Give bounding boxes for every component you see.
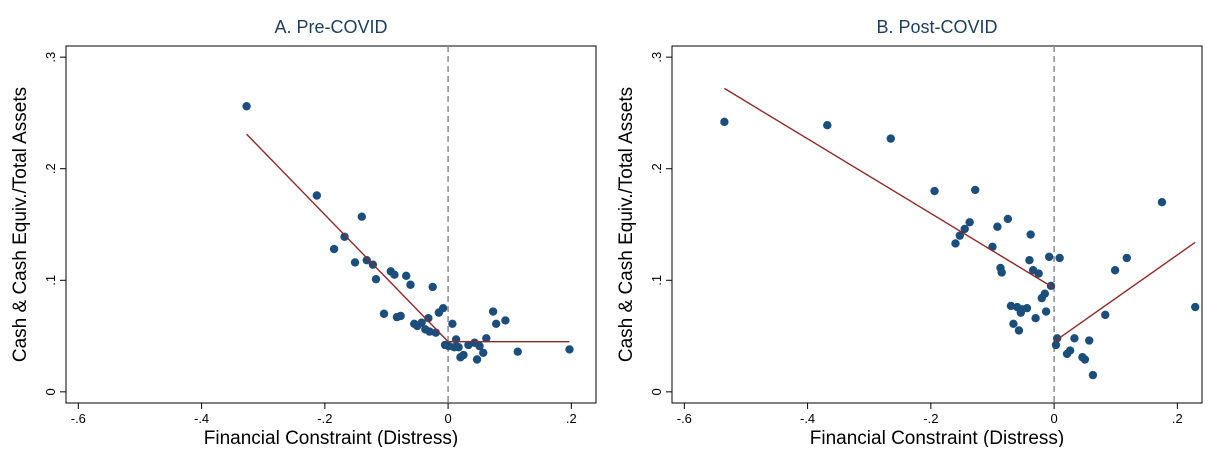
- post-covid-data-point: [1070, 334, 1079, 343]
- pre-covid-data-point: [448, 319, 457, 328]
- post-covid-x-tick-label: 0: [1050, 411, 1057, 426]
- pre-covid-data-point: [488, 307, 498, 316]
- post-covid-x-tick-label: -.2: [923, 411, 938, 426]
- pre-covid-y-tick-label: 0: [43, 388, 58, 395]
- pre-covid-data-point: [396, 311, 405, 321]
- post-covid-data-point: [1051, 340, 1061, 350]
- pre-covid-data-point: [401, 271, 411, 281]
- pre-covid-x-tick-label: -.2: [317, 411, 332, 426]
- post-covid-fit-line: [1053, 241, 1196, 343]
- post-covid-data-point: [1044, 252, 1054, 262]
- pre-covid-plot-frame: [65, 45, 597, 404]
- pre-covid-data-point: [459, 350, 468, 360]
- post-covid-plot-frame: [671, 45, 1203, 404]
- post-covid-data-point: [930, 186, 939, 196]
- post-covid-data-point: [960, 224, 969, 234]
- post-covid-y-tick-label: .3: [649, 52, 664, 63]
- pre-covid-data-point: [472, 355, 482, 364]
- post-covid-data-point: [1055, 253, 1064, 263]
- pre-covid-data-point: [451, 335, 461, 344]
- post-covid-data-point: [997, 268, 1006, 277]
- pre-covid-y-axis-label: Cash & Cash Equiv./Total Assets: [10, 87, 31, 362]
- post-covid-title: B. Post-COVID: [876, 17, 997, 37]
- post-covid-data-point: [1110, 266, 1120, 275]
- panel-pre-covid: A. Pre-COVID -.6 -.4 -.2 0 .2 0 .1 .2 .3 Financial…: [0, 0, 605, 449]
- pre-covid-data-point: [371, 274, 381, 284]
- pre-covid-data-point: [379, 309, 389, 318]
- pre-covid-data-point: [565, 345, 574, 354]
- pre-covid-data-point: [242, 102, 251, 111]
- pre-covid-data-point: [390, 270, 399, 279]
- pre-covid-x-tick-label: -.6: [71, 411, 86, 426]
- post-covid-data-point: [1157, 197, 1167, 207]
- pre-covid-data-point: [491, 319, 501, 328]
- pre-covid-data-point: [454, 343, 463, 352]
- post-covid-data-point: [1122, 253, 1132, 263]
- post-covid-y-tick-label: 0: [649, 388, 664, 395]
- pre-covid-data-point: [350, 258, 360, 267]
- post-covid-data-point: [1080, 355, 1090, 364]
- post-covid-data-point: [993, 222, 1002, 231]
- pre-covid-x-tick-label: .2: [566, 411, 577, 426]
- post-covid-data-point: [1026, 230, 1035, 239]
- pre-covid-data-point: [362, 256, 371, 265]
- post-covid-data-point: [1003, 214, 1013, 224]
- post-covid-x-tick-label: .2: [1172, 411, 1183, 426]
- post-covid-data-point: [1191, 302, 1200, 312]
- post-covid-data-point: [955, 231, 965, 240]
- post-covid-data-point: [1022, 303, 1032, 313]
- pre-covid-x-axis-label: Financial Constraint (Distress): [204, 428, 458, 447]
- post-covid-data-point: [1014, 326, 1024, 335]
- post-covid-x-axis-label: Financial Constraint (Distress): [810, 428, 1064, 447]
- post-covid-data-point: [886, 134, 895, 143]
- post-covid-data-point: [1031, 314, 1040, 323]
- pre-covid-data-point: [417, 318, 426, 327]
- pre-covid-data-point: [340, 232, 349, 241]
- post-covid-data-point: [1085, 336, 1094, 345]
- pre-covid-fit-line: [246, 133, 449, 343]
- pre-covid-data-point: [329, 244, 339, 254]
- post-covid-data-point: [1041, 307, 1051, 316]
- pre-covid-y-tick-label: .1: [43, 275, 58, 286]
- post-covid-data-point: [1025, 256, 1034, 265]
- post-covid-data-point: [1009, 319, 1018, 328]
- post-covid-fit-line: [724, 87, 1055, 289]
- post-covid-x-tick-label: -.6: [677, 411, 692, 426]
- pre-covid-data-point: [424, 314, 433, 323]
- pre-covid-data-point: [428, 282, 437, 292]
- post-covid-data-point: [1065, 346, 1075, 355]
- pre-covid-data-point: [438, 303, 448, 313]
- pre-covid-data-point: [479, 348, 488, 357]
- pre-covid-x-tick-label: 0: [444, 411, 451, 426]
- post-covid-data-point: [951, 239, 960, 248]
- post-covid-data-point: [971, 185, 980, 195]
- pre-covid-data-point: [357, 212, 367, 221]
- pre-covid-y-tick-label: .3: [43, 52, 58, 63]
- pre-covid-data-point: [513, 347, 522, 356]
- panel-post-covid: B. Post-COVID -.6 -.4 -.2 0 .2 0 .1 .2 .3 Financia…: [606, 0, 1211, 449]
- post-covid-data-point: [720, 117, 729, 127]
- post-covid-x-tick-label: -.4: [800, 411, 815, 426]
- pre-covid-data-point: [501, 316, 510, 325]
- post-covid-data-point: [1034, 269, 1043, 278]
- pre-covid-data-point: [475, 341, 484, 351]
- post-covid-data-point: [823, 121, 832, 130]
- post-covid-data-point: [1016, 308, 1026, 317]
- post-covid-data-point: [1088, 370, 1098, 380]
- pre-covid-y-tick-label: .2: [43, 163, 58, 174]
- pre-covid-data-point: [312, 191, 322, 200]
- pre-covid-data-point: [482, 334, 491, 343]
- chart-pre-covid: A. Pre-COVID -.6 -.4 -.2 0 .2 0 .1 .2 .3 Financial…: [10, 17, 597, 449]
- post-covid-data-point: [965, 218, 974, 227]
- pre-covid-x-tick-label: -.4: [194, 411, 209, 426]
- pre-covid-title: A. Pre-COVID: [274, 17, 387, 37]
- post-covid-y-tick-label: .1: [649, 275, 664, 286]
- post-covid-y-tick-label: .2: [649, 163, 664, 174]
- pre-covid-data-point: [406, 280, 415, 289]
- post-covid-y-axis-label: Cash & Cash Equiv./Total Assets: [616, 87, 637, 362]
- post-covid-data-point: [1101, 310, 1110, 320]
- chart-post-covid: B. Post-COVID -.6 -.4 -.2 0 .2 0 .1 .2 .3 Financia…: [616, 17, 1203, 449]
- post-covid-data-point: [1037, 293, 1046, 303]
